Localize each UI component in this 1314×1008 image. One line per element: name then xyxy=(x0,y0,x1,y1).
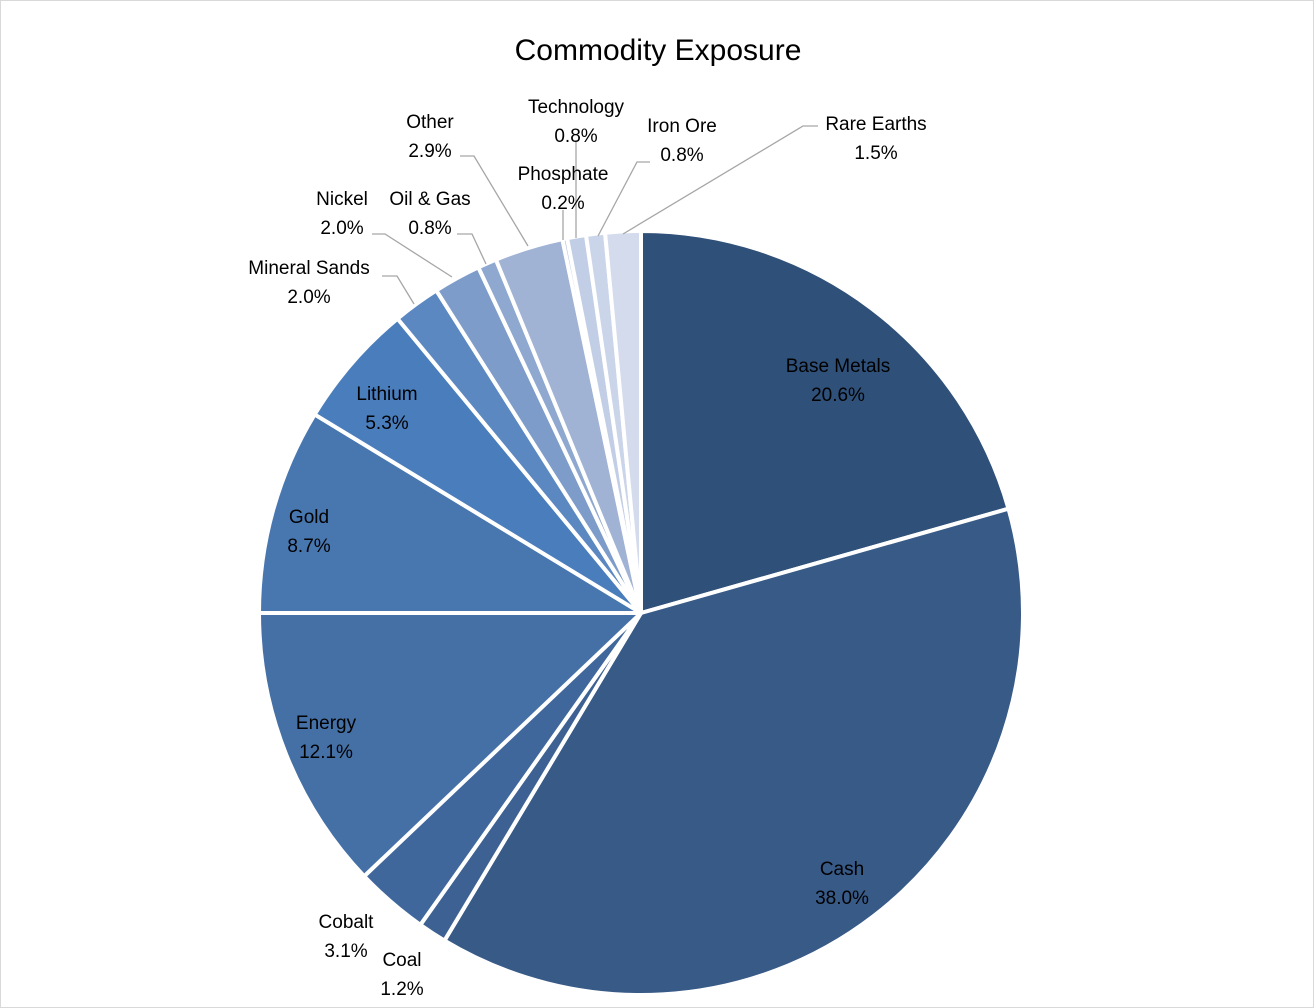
slice-label-name-gold: Gold xyxy=(289,507,329,528)
slice-label-name-phosphate: Phosphate xyxy=(518,164,609,185)
slice-label-name-technology: Technology xyxy=(528,97,625,118)
slice-label-name-nickel: Nickel xyxy=(316,189,368,210)
slice-label-value-technology: 0.8% xyxy=(554,126,597,147)
slice-label-name-mineral-sands: Mineral Sands xyxy=(248,258,369,279)
slice-label-value-rare-earths: 1.5% xyxy=(854,143,897,164)
leader-line-other xyxy=(460,155,529,247)
slice-label-name-cobalt: Cobalt xyxy=(319,912,375,933)
slice-label-value-oil-and-gas: 0.8% xyxy=(408,218,451,239)
leader-line-rare-earths xyxy=(622,125,818,235)
slice-label-value-gold: 8.7% xyxy=(287,536,330,557)
slice-label-name-coal: Coal xyxy=(382,950,421,971)
leader-line-oil-and-gas xyxy=(457,233,487,265)
leader-line-nickel xyxy=(372,233,453,278)
pie-slice-gold xyxy=(257,412,643,615)
slice-label-value-coal: 1.2% xyxy=(380,979,423,1000)
slice-label-value-lithium: 5.3% xyxy=(365,413,408,434)
leader-lines-layer xyxy=(372,125,818,305)
chart-title: Commodity Exposure xyxy=(515,34,802,67)
slice-label-value-base-metals: 20.6% xyxy=(811,385,865,406)
slice-label-name-cash: Cash xyxy=(820,859,864,880)
slice-label-value-mineral-sands: 2.0% xyxy=(287,287,330,308)
pie-slice-cash xyxy=(442,506,1025,997)
pie-slice-rare-earths xyxy=(603,229,643,615)
slice-label-name-energy: Energy xyxy=(296,713,357,734)
slice-label-name-lithium: Lithium xyxy=(356,384,417,405)
slices-layer xyxy=(257,229,1025,997)
slice-label-name-other: Other xyxy=(406,112,454,133)
pie-slice-energy xyxy=(257,611,643,879)
slice-label-value-nickel: 2.0% xyxy=(320,218,363,239)
slice-label-value-cobalt: 3.1% xyxy=(324,941,367,962)
slice-label-value-other: 2.9% xyxy=(408,141,451,162)
pie-slice-base-metals xyxy=(639,229,1011,615)
slice-label-name-rare-earths: Rare Earths xyxy=(825,114,926,135)
labels-layer: Base Metals 20.6% Cash 38.0% Coal 1.2% Cobalt 3… xyxy=(248,97,926,1000)
slice-label-value-energy: 12.1% xyxy=(299,742,353,763)
slice-label-value-cash: 38.0% xyxy=(815,888,869,909)
slice-label-name-base-metals: Base Metals xyxy=(786,356,891,377)
leader-line-iron-ore xyxy=(597,161,650,237)
leader-line-mineral-sands xyxy=(382,275,415,305)
slice-label-value-iron-ore: 0.8% xyxy=(660,145,703,166)
slice-label-value-phosphate: 0.2% xyxy=(541,193,584,214)
slice-label-name-iron-ore: Iron Ore xyxy=(647,116,717,137)
slice-label-name-oil-and-gas: Oil & Gas xyxy=(389,189,470,210)
